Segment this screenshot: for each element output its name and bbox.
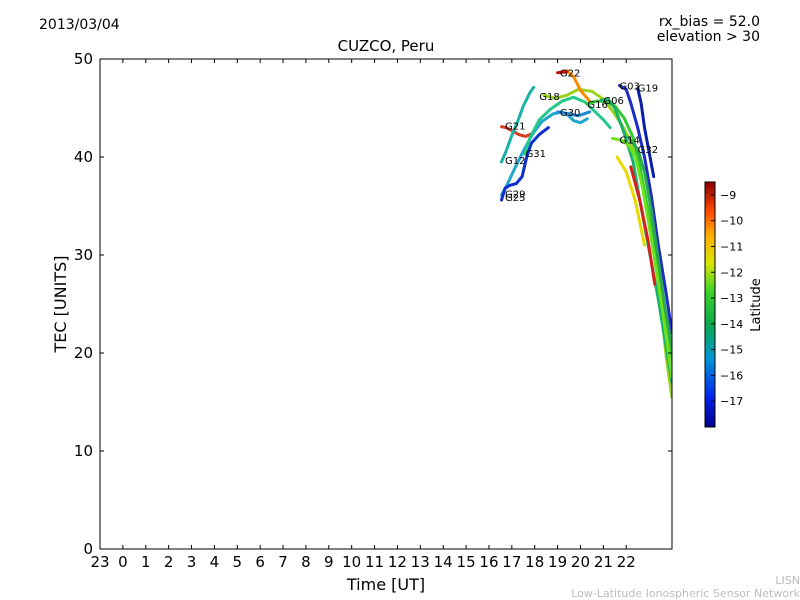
x-tick-label: 20 [571,553,590,571]
series-line-g19 [636,86,656,179]
x-tick-label: 16 [479,553,498,571]
y-axis-label: TEC [UNITS] [51,256,70,354]
colorbar [704,181,716,428]
series-line-g22-red [556,70,569,75]
colorbar-tick-label: −14 [720,318,743,331]
x-tick-label: 1 [141,553,151,571]
y-tick-label: 0 [83,540,93,558]
x-tick-label: 11 [365,553,384,571]
y-tick-label: 30 [74,246,93,264]
series-line-g29 [500,110,589,197]
colorbar-tick-label: −17 [720,395,743,408]
x-tick-label: 18 [525,553,544,571]
series-label: G21 [505,122,525,133]
y-tick-label: 40 [74,148,93,166]
series-label: G25 [505,193,525,204]
watermark-title: LISN [775,574,800,587]
colorbar-tick-label: −9 [720,189,736,202]
series-line-g12 [500,85,536,164]
x-tick-label: 19 [548,553,567,571]
chart-title: CUZCO, Peru [338,37,435,55]
colorbar-tick-label: −11 [720,240,743,253]
x-tick-label: 12 [388,553,407,571]
plot-frame [99,58,673,550]
x-tick-label: 10 [342,553,361,571]
x-tick-label: 5 [233,553,243,571]
watermark-subtitle: Low-Latitude Ionospheric Sensor Network [571,587,800,600]
series-label: G18 [539,92,559,103]
y-tick-label: 50 [74,50,93,68]
series-line-g32 [627,135,672,350]
series-line-g31 [522,95,612,156]
x-tick-label: 23 [90,553,109,571]
x-tick-label: 3 [187,553,197,571]
x-tick-label: 8 [301,553,311,571]
x-tick-label: 2 [164,553,174,571]
colorbar-label: Latitude [749,278,764,332]
x-tick-label: 9 [324,553,334,571]
series-line-g06 [599,97,672,384]
series-label: G03 [619,81,639,92]
series-label: G29 [505,189,525,200]
series-label: G16 [587,100,607,111]
x-tick-label: 7 [278,553,288,571]
x-tick-label: 22 [617,553,636,571]
x-tick-label: 21 [594,553,613,571]
x-tick-label: 17 [502,553,521,571]
rx-bias-label: rx_bias = 52.0 [658,14,760,30]
series-line-g21 [500,125,534,138]
plot-date: 2013/03/04 [39,17,120,33]
x-tick-label: 13 [411,553,430,571]
series-label: G32 [638,145,658,156]
elevation-label: elevation > 30 [656,29,760,45]
x-tick-label: 14 [434,553,453,571]
series-line-g14-yellow [615,155,646,247]
series-label: G30 [560,108,580,119]
series-line-g14 [611,136,672,379]
series-label: G14 [619,135,639,146]
x-tick-label: 4 [210,553,220,571]
colorbar-tick-label: −15 [720,344,743,357]
colorbar-tick-label: −10 [720,215,743,228]
series-label: G19 [638,83,658,94]
series-label: G22 [560,69,580,80]
x-tick-label: 6 [255,553,265,571]
series-line-g25 [500,126,550,202]
series-line-g30 [556,110,592,118]
y-tick-label: 10 [74,442,93,460]
colorbar-tick-label: −13 [720,292,743,305]
series-label: G06 [603,96,623,107]
series-line-g03 [617,84,672,335]
series-line-g14-red [629,165,657,286]
x-axis-label: Time [UT] [346,575,425,594]
y-tick-label: 20 [74,344,93,362]
colorbar-tick-label: −16 [720,369,743,382]
x-tick-label: 15 [457,553,476,571]
series-label: G31 [526,149,546,160]
x-tick-label: 0 [118,553,128,571]
series-label: G12 [505,156,525,167]
colorbar-tick-label: −12 [720,266,743,279]
